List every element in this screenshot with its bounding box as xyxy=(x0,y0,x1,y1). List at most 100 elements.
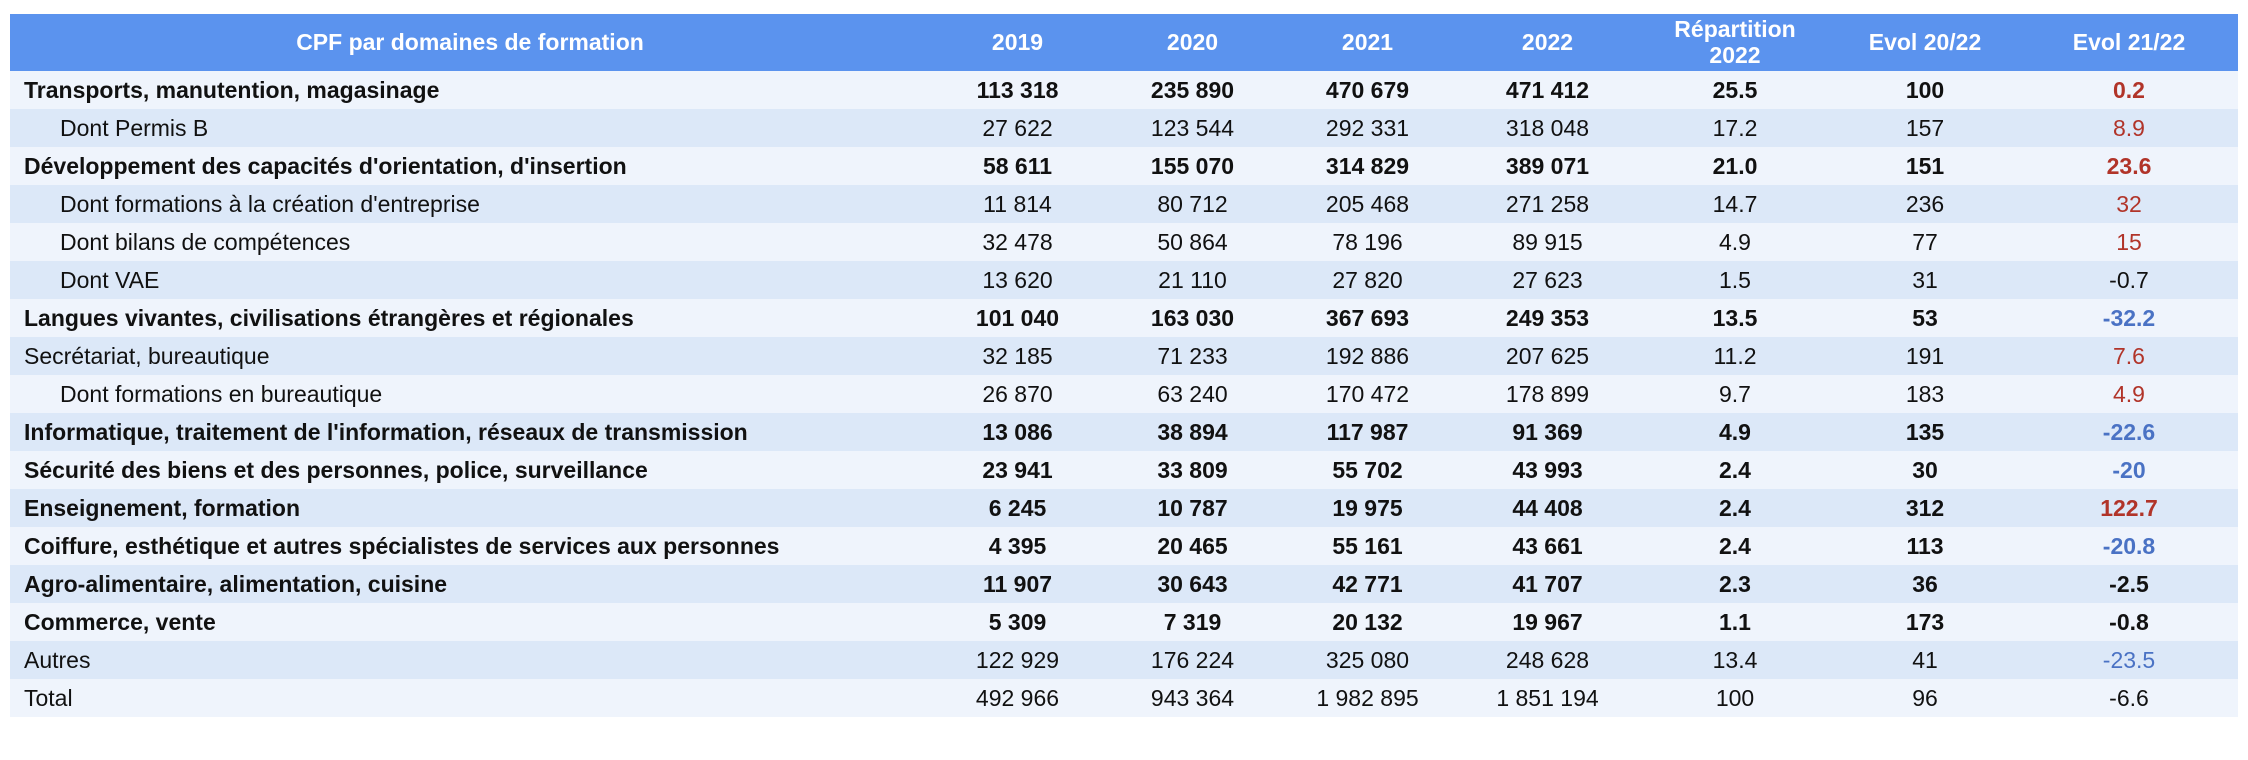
cell-2022: 248 628 xyxy=(1505,646,1590,673)
cell-repartition-2022: 2.4 xyxy=(1719,532,1751,559)
cell-evol-21-22: 15 xyxy=(2116,228,2142,255)
cell-repartition-2022: 14.7 xyxy=(1712,190,1758,217)
cell-evol-20-22: 100 xyxy=(1905,76,1945,103)
cell-2022: 471 412 xyxy=(1505,76,1590,103)
cell-2022: 27 623 xyxy=(1512,266,1583,293)
cell-2022: 41 707 xyxy=(1512,570,1583,597)
row-label: Développement des capacités d'orientatio… xyxy=(24,152,627,179)
table-row: Dont VAE 13 620 21 110 27 820 27 623 1.5… xyxy=(10,261,2238,299)
table-row: Agro-alimentaire, alimentation, cuisine … xyxy=(10,565,2238,603)
column-header-evol-21-22: Evol 21/22 xyxy=(2020,14,2238,71)
cell-2019: 27 622 xyxy=(982,114,1053,141)
cell-2022: 19 967 xyxy=(1512,608,1583,635)
cell-2019: 5 309 xyxy=(988,608,1047,635)
cell-repartition-2022: 2.4 xyxy=(1719,456,1751,483)
cell-2019: 13 086 xyxy=(982,418,1053,445)
cell-2020: 33 809 xyxy=(1157,456,1228,483)
row-label: Informatique, traitement de l'informatio… xyxy=(24,418,748,445)
cell-evol-20-22: 41 xyxy=(1912,646,1938,673)
cell-2021: 367 693 xyxy=(1325,304,1410,331)
cell-2021: 117 987 xyxy=(1326,418,1409,445)
cell-repartition-2022: 4.9 xyxy=(1719,418,1751,445)
cell-2020: 71 233 xyxy=(1157,342,1228,369)
cell-evol-21-22: -20 xyxy=(2112,456,2146,483)
cell-2022: 271 258 xyxy=(1505,190,1590,217)
cell-repartition-2022: 13.5 xyxy=(1712,304,1758,331)
cell-2020: 123 544 xyxy=(1150,114,1235,141)
cell-evol-21-22: 32 xyxy=(2116,190,2142,217)
column-header-2019: 2019 xyxy=(930,14,1105,71)
table-row: Dont formations à la création d'entrepri… xyxy=(10,185,2238,223)
cell-2022: 43 993 xyxy=(1512,456,1583,483)
cell-2019: 11 907 xyxy=(982,570,1053,597)
cell-2022: 249 353 xyxy=(1505,304,1590,331)
column-header-2020: 2020 xyxy=(1105,14,1280,71)
cell-2021: 470 679 xyxy=(1325,76,1410,103)
cell-repartition-2022: 13.4 xyxy=(1712,646,1758,673)
cell-2021: 78 196 xyxy=(1332,228,1403,255)
cell-2021: 170 472 xyxy=(1325,380,1410,407)
cell-evol-20-22: 113 xyxy=(1906,532,1944,559)
table-row: Dont formations en bureautique 26 870 63… xyxy=(10,375,2238,413)
cell-2020: 163 030 xyxy=(1150,304,1235,331)
cell-2019: 26 870 xyxy=(982,380,1053,407)
cell-2021: 55 161 xyxy=(1332,532,1403,559)
cell-repartition-2022: 17.2 xyxy=(1712,114,1758,141)
cell-2019: 23 941 xyxy=(982,456,1053,483)
column-header-2021: 2021 xyxy=(1280,14,1455,71)
cell-2021: 192 886 xyxy=(1325,342,1410,369)
cell-evol-21-22: 7.6 xyxy=(2113,342,2145,369)
cell-2020: 80 712 xyxy=(1157,190,1228,217)
cell-2020: 38 894 xyxy=(1157,418,1228,445)
cell-2019: 6 245 xyxy=(988,494,1047,521)
table-row: Développement des capacités d'orientatio… xyxy=(10,147,2238,185)
cell-2022: 389 071 xyxy=(1505,152,1590,179)
cell-2021: 27 820 xyxy=(1332,266,1403,293)
cell-2022: 207 625 xyxy=(1505,342,1590,369)
cell-2019: 32 185 xyxy=(982,342,1053,369)
table-row: Total 492 966 943 364 1 982 895 1 851 19… xyxy=(10,679,2238,717)
table-wrap: CPF par domaines de formation 2019 2020 … xyxy=(10,14,2238,717)
cell-2022: 91 369 xyxy=(1512,418,1583,445)
cell-2021: 20 132 xyxy=(1332,608,1403,635)
table-row: Informatique, traitement de l'informatio… xyxy=(10,413,2238,451)
cell-evol-21-22: -22.6 xyxy=(2102,418,2156,445)
row-label: Autres xyxy=(24,646,91,673)
table-row: Transports, manutention, magasinage 113 … xyxy=(10,71,2238,109)
cpf-formation-table: CPF par domaines de formation 2019 2020 … xyxy=(10,14,2238,717)
cell-2020: 20 465 xyxy=(1157,532,1228,559)
cell-evol-20-22: 135 xyxy=(1905,418,1945,445)
cell-repartition-2022: 11.2 xyxy=(1713,342,1757,369)
cell-2022: 178 899 xyxy=(1505,380,1590,407)
cell-evol-20-22: 173 xyxy=(1905,608,1945,635)
cell-2021: 314 829 xyxy=(1325,152,1410,179)
cell-2019: 4 395 xyxy=(988,532,1047,559)
cell-2019: 113 318 xyxy=(976,76,1059,103)
cell-2020: 30 643 xyxy=(1157,570,1228,597)
row-label: Total xyxy=(24,684,73,711)
cell-repartition-2022: 9.7 xyxy=(1719,380,1751,407)
cell-2019: 11 814 xyxy=(983,190,1052,217)
cell-2021: 1 982 895 xyxy=(1316,684,1419,711)
table-row: Dont Permis B 27 622 123 544 292 331 318… xyxy=(10,109,2238,147)
table-row: Autres 122 929 176 224 325 080 248 628 1… xyxy=(10,641,2238,679)
cell-2019: 58 611 xyxy=(982,152,1053,179)
cell-2020: 176 224 xyxy=(1150,646,1235,673)
cell-2022: 318 048 xyxy=(1505,114,1590,141)
cell-evol-21-22: -0.7 xyxy=(2109,266,2149,293)
cell-2020: 10 787 xyxy=(1157,494,1228,521)
table-row: Secrétariat, bureautique 32 185 71 233 1… xyxy=(10,337,2238,375)
row-label: Dont formations à la création d'entrepri… xyxy=(60,190,480,217)
cell-2022: 89 915 xyxy=(1512,228,1583,255)
cell-evol-20-22: 191 xyxy=(1905,342,1945,369)
cell-evol-20-22: 236 xyxy=(1905,190,1945,217)
cell-evol-21-22: -2.5 xyxy=(2109,570,2149,597)
cell-evol-20-22: 31 xyxy=(1912,266,1938,293)
row-label: Transports, manutention, magasinage xyxy=(24,76,440,103)
cell-2022: 1 851 194 xyxy=(1496,684,1599,711)
cell-2020: 943 364 xyxy=(1150,684,1235,711)
cell-2021: 292 331 xyxy=(1325,114,1410,141)
cell-evol-20-22: 183 xyxy=(1905,380,1945,407)
cell-evol-21-22: 122.7 xyxy=(2100,494,2158,521)
cell-repartition-2022: 2.4 xyxy=(1719,494,1751,521)
